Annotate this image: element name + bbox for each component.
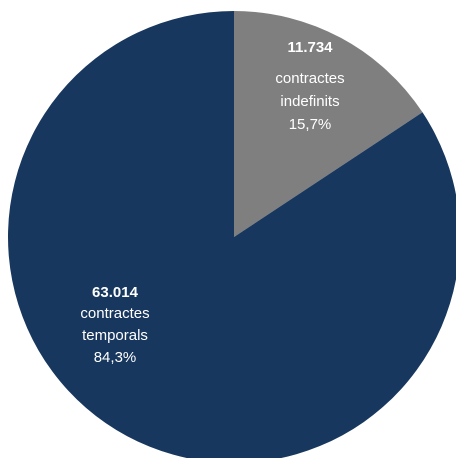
slice-label-indefinits: 11.734 contractes indefinits 15,7% [275,39,344,133]
slice-line2-indefinits: indefinits [280,93,339,110]
slice-label-temporals: 63.014 contractes temporals 84,3% [80,284,149,366]
slice-line1-temporals: contractes [80,305,149,322]
pie-slice-temporals [8,11,456,458]
slice-value-temporals: 63.014 [92,284,139,301]
svg-text:11.734: 11.734 [287,39,333,56]
slice-value-indefinits: 11.734 [287,39,333,56]
slice-line2-temporals: temporals [82,327,148,344]
slice-line1-indefinits: contractes [275,70,344,87]
pie-slices [8,11,456,458]
slice-percent-temporals: 84,3% [94,349,137,366]
svg-text:63.014: 63.014 [92,284,139,301]
slice-percent-indefinits: 15,7% [289,116,332,133]
pie-slice-indefinits [234,11,423,237]
